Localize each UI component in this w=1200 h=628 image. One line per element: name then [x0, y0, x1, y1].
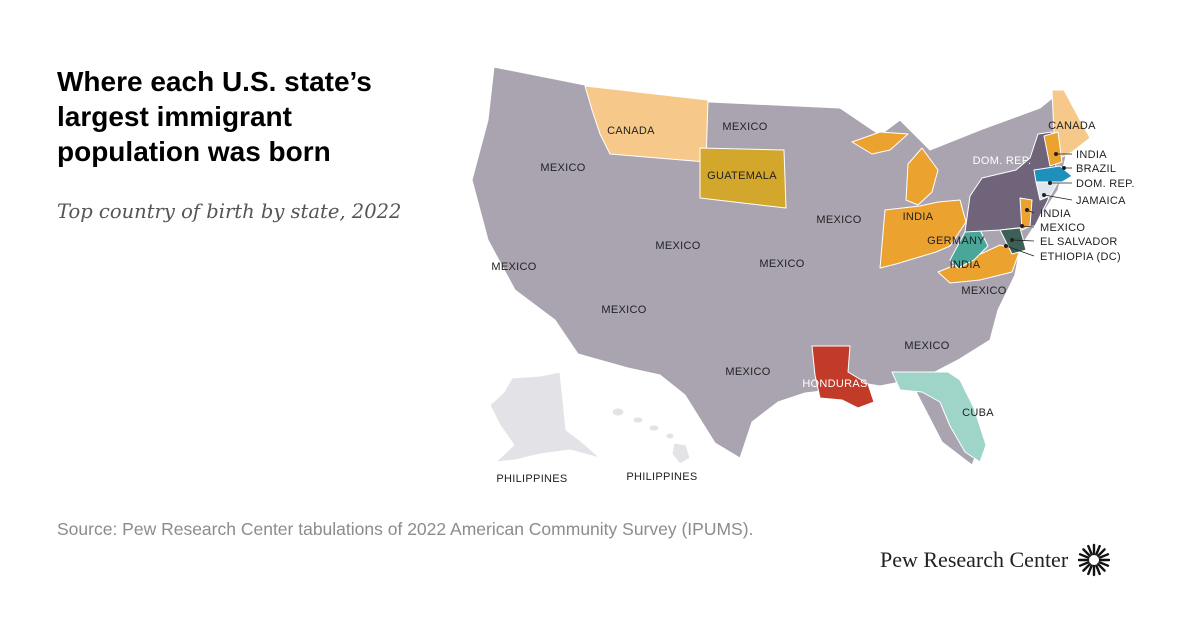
label-india-ohio: INDIA — [903, 211, 934, 223]
us-choropleth-map: CANADA MEXICO MEXICO GUATEMALA MEXICO IN… — [471, 66, 1135, 485]
label-mexico-texas: MEXICO — [725, 366, 770, 378]
region-florida — [891, 371, 987, 463]
label-cuba: CUBA — [962, 407, 994, 419]
callout-india-nh: INDIA — [1076, 149, 1107, 161]
label-mexico-kansas: MEXICO — [759, 258, 804, 270]
label-mexico-georgia: MEXICO — [904, 340, 949, 352]
region-michigan — [851, 131, 909, 155]
label-honduras: HONDURAS — [802, 378, 867, 390]
label-canada-maine: CANADA — [1048, 120, 1096, 132]
label-germany: GERMANY — [927, 235, 985, 247]
label-dom-rep-new-york: DOM. REP. — [973, 155, 1032, 167]
brand-name: Pew Research Center — [880, 547, 1069, 572]
region-indiana-ohio — [879, 199, 967, 269]
callout-brazil: BRAZIL — [1076, 163, 1116, 175]
callout-ethiopia-dc: ETHIOPIA (DC) — [1040, 251, 1121, 263]
label-guatemala: GUATEMALA — [707, 170, 777, 182]
label-mexico-wisconsin: MEXICO — [816, 214, 861, 226]
callout-dom-rep-ri: DOM. REP. — [1076, 178, 1135, 190]
region-michigan-lower — [905, 147, 939, 206]
callout-mexico-de: MEXICO — [1040, 222, 1085, 234]
label-philippines-alaska: PHILIPPINES — [496, 473, 567, 485]
region-alaska — [489, 371, 601, 463]
callout-el-salvador: EL SALVADOR — [1040, 236, 1118, 248]
callout-india-nj: INDIA — [1040, 208, 1071, 220]
label-canada-montana: CANADA — [607, 125, 655, 137]
chart-subtitle: Top country of birth by state, 2022 — [57, 200, 402, 223]
sunburst-icon — [1077, 543, 1111, 577]
label-mexico-north-carolina: MEXICO — [961, 285, 1006, 297]
pew-logo: Pew Research Center — [880, 542, 1112, 578]
label-mexico-colorado: MEXICO — [655, 240, 700, 252]
label-mexico-california: MEXICO — [491, 261, 536, 273]
region-new-jersey — [1019, 197, 1033, 231]
region-new-hampshire — [1043, 131, 1063, 167]
label-india-virginia: INDIA — [950, 259, 981, 271]
region-montana — [584, 85, 709, 163]
label-philippines-hawaii: PHILIPPINES — [626, 471, 697, 483]
region-louisiana — [811, 345, 875, 409]
label-mexico-arizona: MEXICO — [601, 304, 646, 316]
region-hawaii — [611, 407, 691, 465]
callout-jamaica: JAMAICA — [1076, 195, 1126, 207]
region-massachusetts — [1033, 165, 1073, 183]
northeast-callouts — [1004, 152, 1073, 257]
chart-title: Where each U.S. state’s largest immigran… — [57, 66, 372, 167]
source-note: Source: Pew Research Center tabulations … — [57, 519, 754, 539]
label-mexico-north-dakota: MEXICO — [722, 121, 767, 133]
label-mexico-oregon: MEXICO — [540, 162, 585, 174]
region-south-dakota — [699, 147, 787, 209]
